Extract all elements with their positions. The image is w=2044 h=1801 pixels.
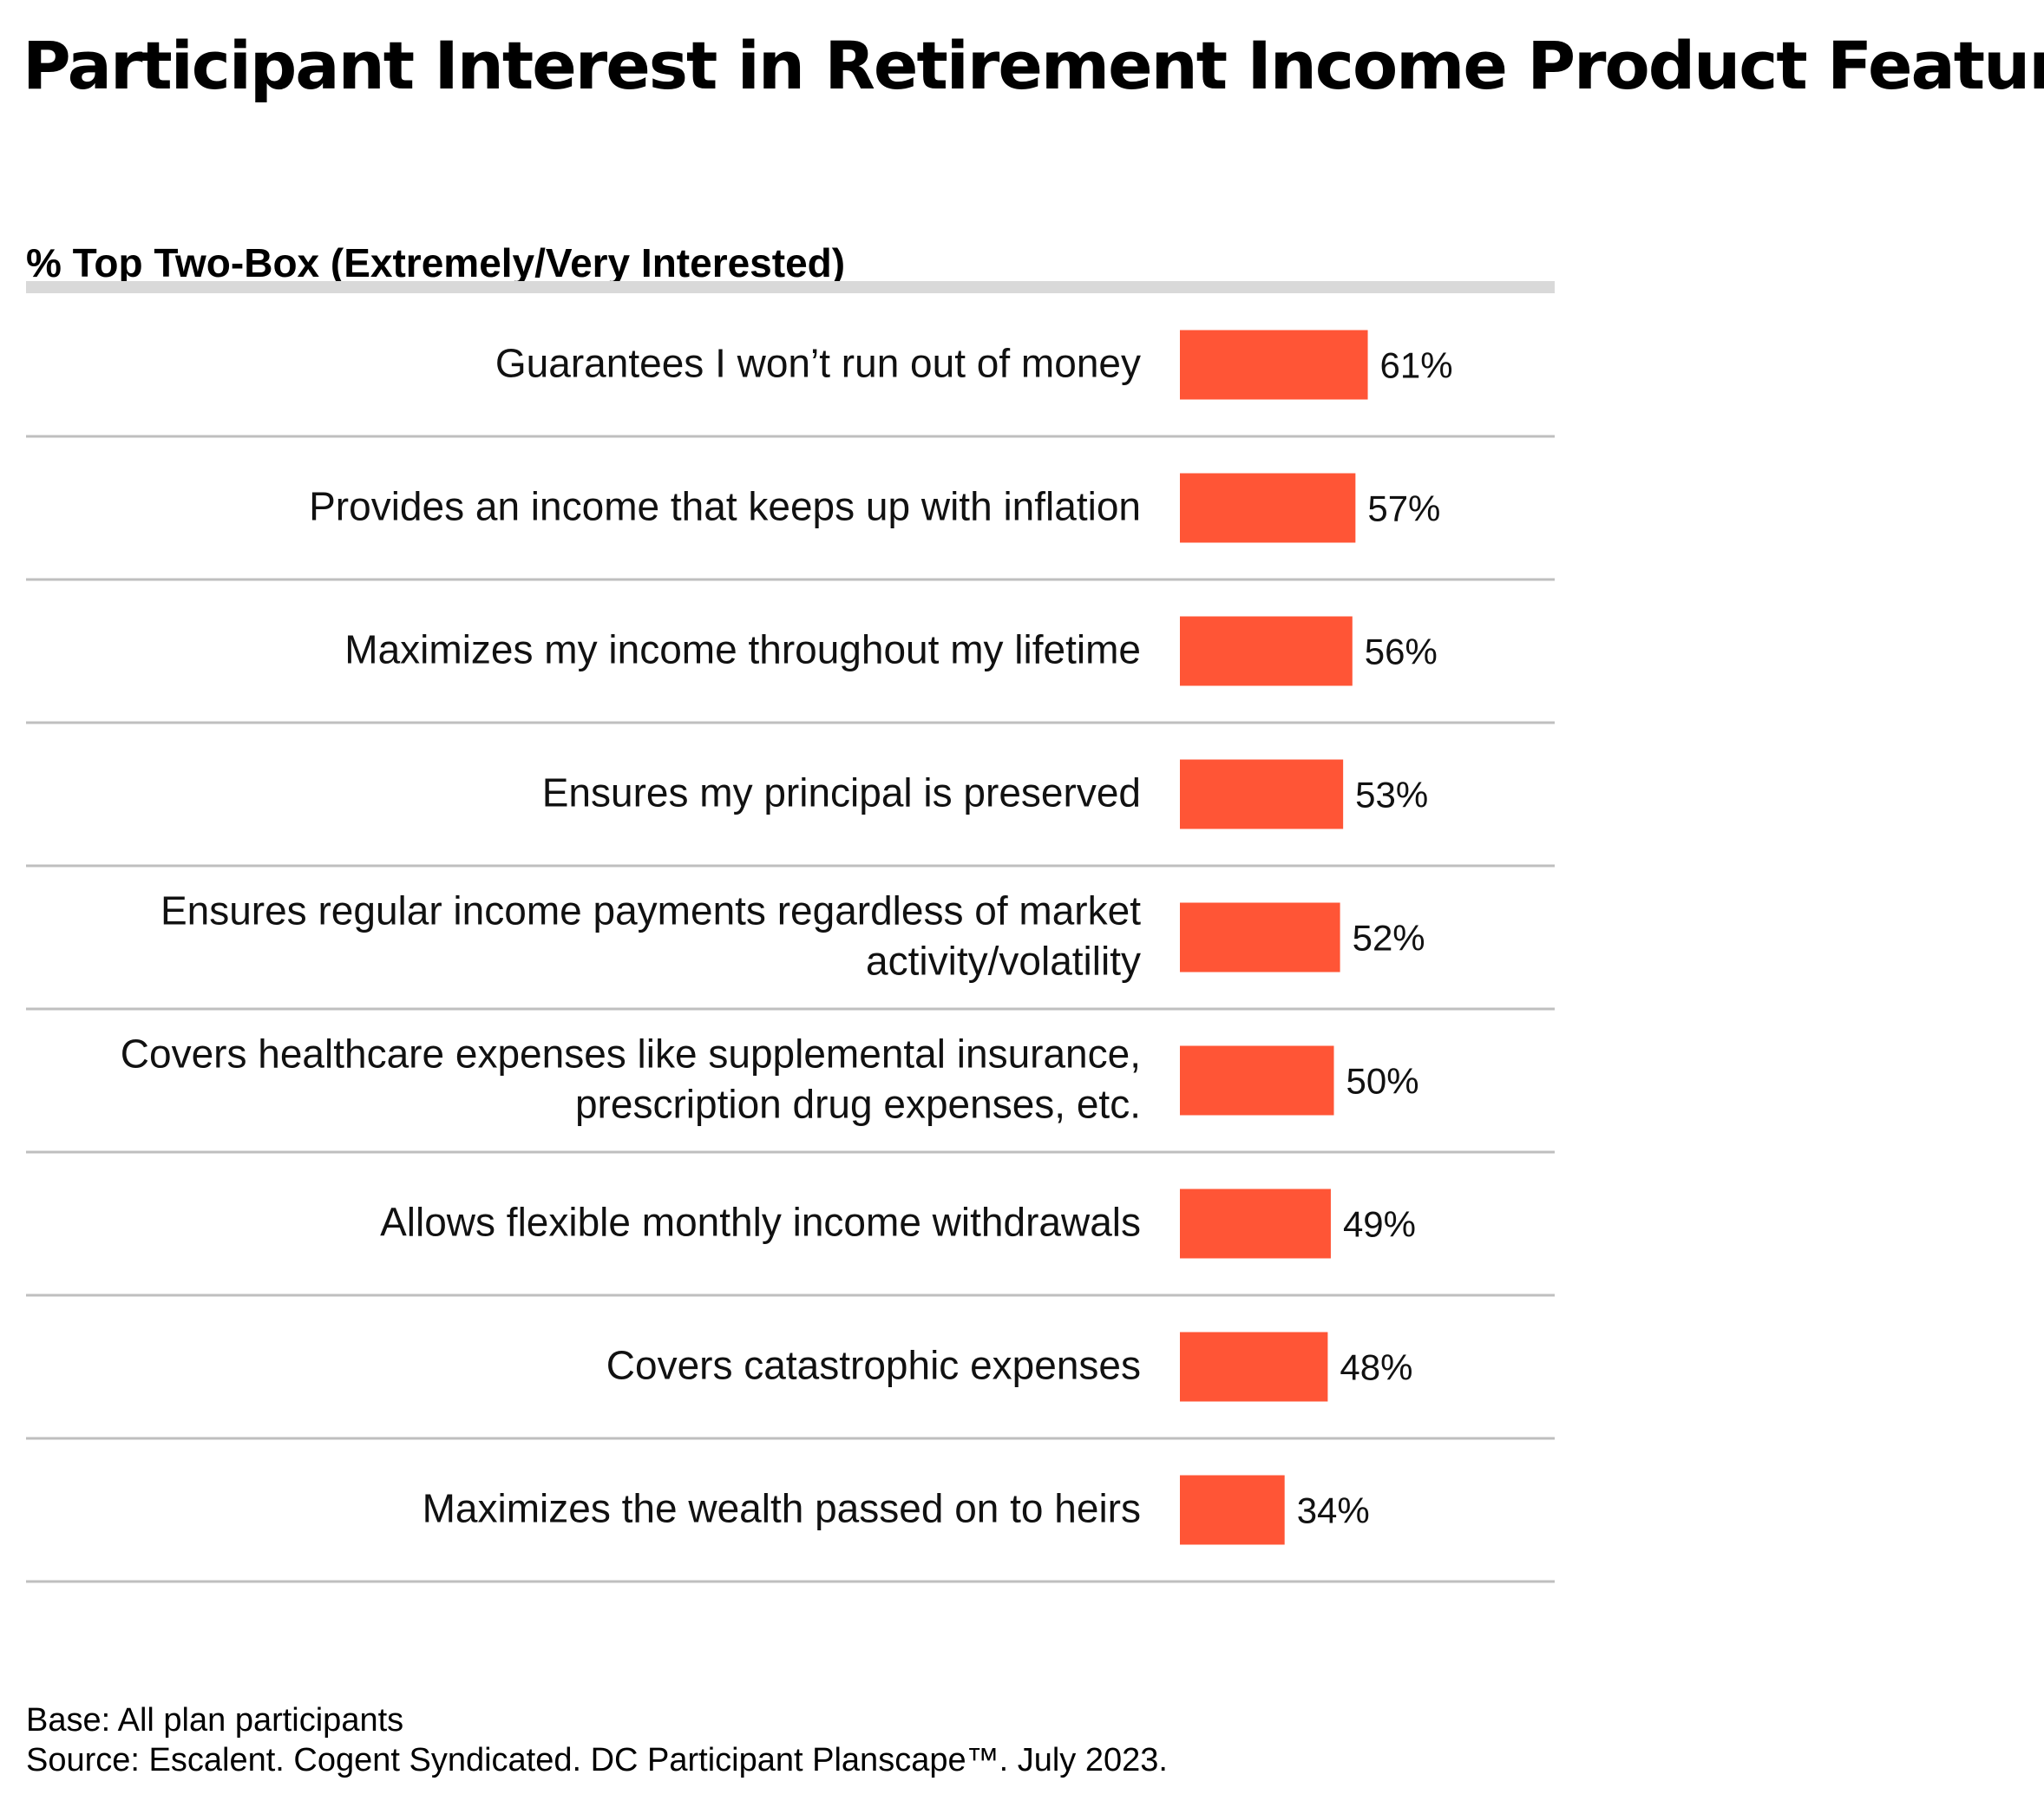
category-label: Covers healthcare expenses like suppleme… (121, 1031, 1141, 1127)
bar-row: Ensures regular income payments regardle… (26, 888, 1555, 1011)
category-label: Covers catastrophic expenses (606, 1343, 1141, 1388)
footer-base-note: Base: All plan participants (26, 1702, 404, 1739)
category-label-line: Ensures my principal is preserved (542, 770, 1141, 815)
category-label: Ensures my principal is preserved (542, 770, 1141, 815)
category-label: Allows flexible monthly income withdrawa… (380, 1200, 1141, 1245)
bar-row: Ensures my principal is preserved 53% (26, 759, 1555, 868)
value-label: 50% (1346, 1061, 1419, 1102)
bar (1180, 1332, 1328, 1402)
bar (1180, 616, 1353, 686)
bar-row: Maximizes the wealth passed on to heirs 3… (26, 1475, 1555, 1583)
bar (1180, 1189, 1331, 1259)
bar (1180, 902, 1340, 973)
value-label: 53% (1355, 775, 1428, 815)
category-label-line: Allows flexible monthly income withdrawa… (380, 1200, 1141, 1245)
category-label-line: Covers catastrophic expenses (606, 1343, 1141, 1388)
category-label-line: Ensures regular income payments regardle… (161, 888, 1141, 933)
category-label-line: Maximizes the wealth passed on to heirs (423, 1486, 1141, 1531)
value-label: 34% (1297, 1490, 1370, 1531)
value-label: 56% (1365, 632, 1438, 672)
bar (1180, 330, 1368, 400)
category-label-line: Covers healthcare expenses like suppleme… (121, 1031, 1141, 1077)
bar-row: Covers healthcare expenses like suppleme… (26, 1031, 1555, 1154)
bar-row: Allows flexible monthly income withdrawa… (26, 1189, 1555, 1297)
bar-row: Provides an income that keeps up with in… (26, 473, 1555, 581)
value-label: 61% (1380, 345, 1453, 386)
value-label: 48% (1340, 1347, 1412, 1388)
category-label-line: Maximizes my income throughout my lifeti… (344, 627, 1141, 672)
header-rule (26, 281, 1555, 293)
value-label: 57% (1367, 488, 1440, 529)
bar-row: Covers catastrophic expenses 48% (26, 1332, 1555, 1440)
value-label: 52% (1353, 918, 1425, 959)
category-label: Ensures regular income payments regardle… (161, 888, 1141, 984)
category-label-line: Guarantees I won’t run out of money (495, 341, 1141, 386)
value-label: 49% (1343, 1204, 1416, 1245)
chart-subtitle: % Top Two-Box (Extremely/Very Interested… (26, 240, 846, 285)
category-label-line: activity/volatility (866, 939, 1141, 984)
footer-source-note: Source: Escalent. Cogent Syndicated. DC … (26, 1742, 1168, 1778)
bar (1180, 1045, 1334, 1116)
bar-row: Maximizes my income throughout my lifeti… (26, 616, 1555, 724)
category-label-line: prescription drug expenses, etc. (575, 1082, 1141, 1127)
bar-row: Guarantees I won’t run out of money 61% (26, 330, 1555, 438)
category-label: Provides an income that keeps up with in… (309, 484, 1141, 529)
category-label-line: Provides an income that keeps up with in… (309, 484, 1141, 529)
category-label: Maximizes the wealth passed on to heirs (423, 1486, 1141, 1531)
bar (1180, 473, 1356, 543)
category-label: Guarantees I won’t run out of money (495, 341, 1141, 386)
chart-title: Participant Interest in Retirement Incom… (23, 27, 2044, 104)
bar (1180, 1475, 1285, 1545)
bar (1180, 759, 1344, 829)
category-label: Maximizes my income throughout my lifeti… (344, 627, 1141, 672)
